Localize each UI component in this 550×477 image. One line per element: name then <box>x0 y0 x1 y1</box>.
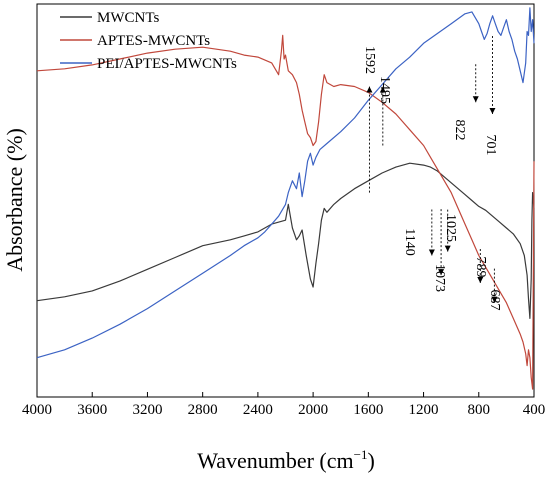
annotation-arrowhead <box>366 86 373 93</box>
legend-label: PEI/APTES-MWCNTs <box>97 56 237 72</box>
x-axis-title: Wavenumber (cm−1) <box>197 447 375 473</box>
annotation-arrowhead <box>438 269 445 276</box>
annotation-arrowhead <box>444 245 451 252</box>
x-tick-label: 2000 <box>298 402 328 418</box>
series-group <box>36 7 535 390</box>
annotation-arrowhead <box>489 108 496 115</box>
legend-label: MWCNTs <box>97 10 159 26</box>
annotation-arrowhead <box>379 86 386 93</box>
annotation-label: 1140 <box>402 228 417 255</box>
x-axis-title-close: ) <box>367 448 374 473</box>
x-tick-label: 3200 <box>132 402 162 418</box>
x-tick-label: 2400 <box>243 402 273 418</box>
x-axis-title-superscript: −1 <box>354 447 368 462</box>
annotation-arrowhead <box>428 249 435 256</box>
annotation-arrowhead <box>472 96 479 103</box>
annotation-label: 1592 <box>362 46 377 74</box>
annotation-label: 687 <box>487 290 502 311</box>
annotation-label: 822 <box>452 120 467 141</box>
x-axis-ticks: 4000 3600 3200 2800 2400 2000 1600 1200 800 400 <box>22 392 545 418</box>
annotation-label: 701 <box>483 135 498 156</box>
legend: MWCNTs APTES-MWCNTs PEI/APTES-MWCNTs <box>60 10 237 72</box>
x-tick-label: 2800 <box>188 402 218 418</box>
series-line-1 <box>36 34 535 390</box>
annotation-arrowhead <box>491 296 498 303</box>
annotation-label: 789 <box>473 257 488 278</box>
legend-label: APTES-MWCNTs <box>97 33 210 49</box>
annotation-label: 1495 <box>377 76 392 104</box>
annotation-label: 1073 <box>432 264 447 292</box>
x-tick-label: 400 <box>523 402 546 418</box>
x-tick-label: 800 <box>468 402 491 418</box>
x-tick-label: 1200 <box>409 402 439 418</box>
x-tick-label: 3600 <box>77 402 107 418</box>
annotation-arrowhead <box>477 277 484 284</box>
annotation-label: 1025 <box>443 214 458 242</box>
y-axis-title: Absorbance (%) <box>2 128 27 272</box>
x-tick-label: 4000 <box>22 402 52 418</box>
series-line-2 <box>36 7 535 359</box>
series-line-0 <box>36 162 535 319</box>
x-tick-label: 1600 <box>353 402 383 418</box>
